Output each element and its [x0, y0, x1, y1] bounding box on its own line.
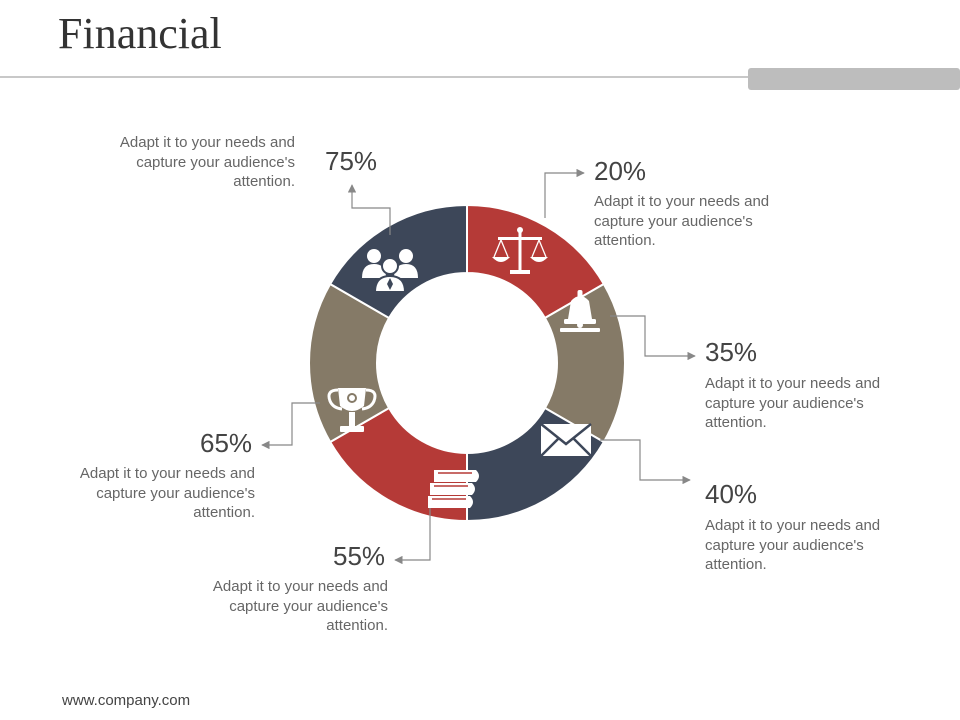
- balance-scale-icon: [492, 227, 548, 274]
- value-label-55: 55%: [333, 541, 386, 571]
- title-divider: [0, 76, 750, 78]
- footer-url: www.company.com: [62, 692, 191, 709]
- bell-icon: [560, 290, 600, 332]
- description-40: Adapt it to your needs and capture your …: [705, 517, 881, 573]
- books-icon: [428, 470, 479, 508]
- page-title: Financial: [58, 9, 222, 58]
- connector-40: [600, 439, 691, 485]
- team-icon: [362, 249, 418, 293]
- description-55: Adapt it to your needs and capture your …: [212, 578, 388, 634]
- description-75: Adapt it to your needs and capture your …: [119, 134, 295, 190]
- connector-35: [610, 315, 696, 361]
- trophy-icon: [327, 388, 377, 432]
- description-65: Adapt it to your needs and capture your …: [79, 465, 255, 521]
- value-label-40: 40%: [705, 479, 758, 509]
- connector-55: [394, 505, 431, 565]
- title-divider-accent: [748, 68, 960, 90]
- description-35: Adapt it to your needs and capture your …: [705, 375, 881, 431]
- connector-20: [544, 168, 585, 218]
- connector-75: [347, 184, 391, 235]
- value-label-65: 65%: [200, 428, 253, 458]
- description-20: Adapt it to your needs and capture your …: [594, 193, 770, 249]
- donut-segment-s75: [328, 203, 468, 320]
- value-label-35: 35%: [705, 337, 758, 367]
- connector-65: [261, 402, 320, 450]
- value-label-20: 20%: [594, 156, 647, 186]
- envelope-icon: [540, 423, 592, 457]
- value-label-75: 75%: [325, 146, 378, 176]
